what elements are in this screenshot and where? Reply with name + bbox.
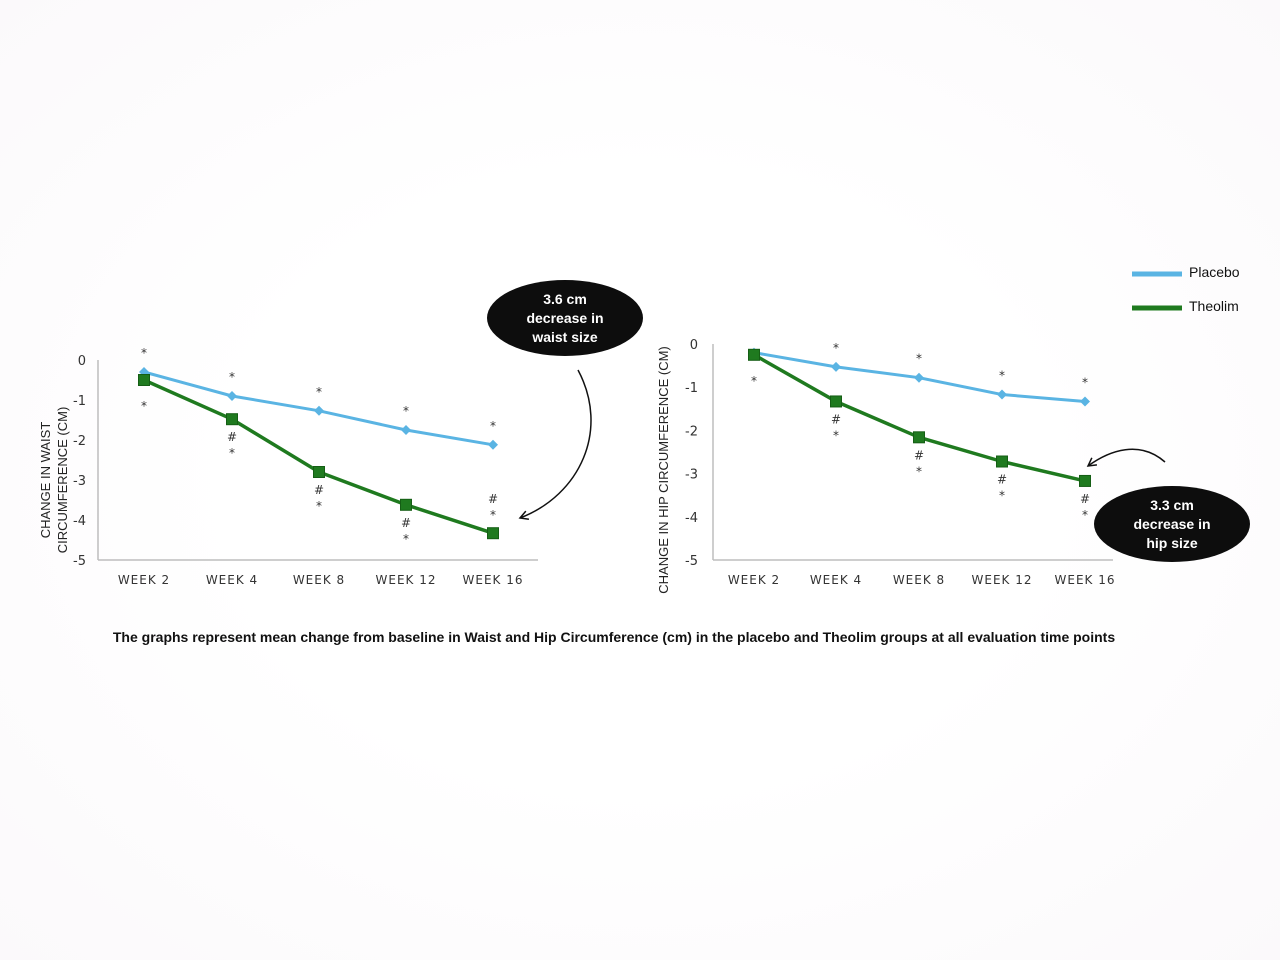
placebo-point bbox=[314, 405, 324, 416]
theolim-significance-mark: # bbox=[488, 492, 498, 506]
placebo-significance-mark: * bbox=[316, 385, 322, 399]
theolim-significance-mark: * bbox=[403, 532, 409, 546]
callout-text: 3.3 cm bbox=[1150, 497, 1194, 513]
placebo-significance-mark: * bbox=[490, 419, 496, 433]
theolim-point bbox=[748, 348, 760, 361]
callout-bubble bbox=[1094, 486, 1250, 562]
figure-caption: The graphs represent mean change from ba… bbox=[113, 629, 1115, 645]
y-tick-label: -2 bbox=[685, 424, 698, 439]
callout-arrow bbox=[519, 369, 592, 519]
theolim-significance-mark: # bbox=[314, 483, 324, 497]
y-tick-label: -3 bbox=[685, 468, 698, 483]
placebo-point bbox=[488, 439, 498, 450]
theolim-significance-mark: * bbox=[141, 399, 147, 413]
theolim-significance-mark: * bbox=[916, 464, 922, 478]
waist-chart: 0 -1 -2 -3 -4 -5 WEEK 2 WEEK 4 WEEK 8 WEEK 12 WEEK… bbox=[38, 280, 643, 587]
theolim-significance-mark: * bbox=[1082, 508, 1088, 522]
arrow-head bbox=[1086, 457, 1098, 467]
y-tick-label: -3 bbox=[73, 474, 86, 489]
placebo-point bbox=[997, 389, 1007, 400]
y-tick-label: 0 bbox=[78, 354, 86, 369]
theolim-significance-mark: * bbox=[490, 508, 496, 522]
placebo-point bbox=[1080, 396, 1090, 407]
x-tick-label: WEEK 8 bbox=[893, 573, 945, 587]
callout-arrow bbox=[1087, 448, 1166, 467]
theolim-significance-mark: # bbox=[997, 473, 1007, 487]
placebo-point bbox=[401, 425, 411, 435]
placebo-point bbox=[831, 361, 841, 372]
placebo-significance-mark: * bbox=[916, 352, 922, 366]
theolim-point bbox=[996, 455, 1008, 468]
theolim-point bbox=[226, 413, 238, 426]
placebo-significance-mark: * bbox=[999, 369, 1005, 383]
theolim-point bbox=[313, 466, 325, 478]
theolim-significance-mark: * bbox=[751, 374, 757, 388]
theolim-point bbox=[1079, 474, 1091, 487]
y-axis-label-line: CIRCUMFERENCE (CM) bbox=[55, 407, 70, 554]
theolim-significance-mark: # bbox=[401, 516, 411, 530]
x-tick-label: WEEK 8 bbox=[293, 573, 345, 587]
callout-bubble bbox=[487, 280, 643, 356]
theolim-significance-mark: * bbox=[229, 446, 235, 460]
legend-placebo-label: Placebo bbox=[1189, 264, 1240, 280]
theolim-significance-mark: * bbox=[316, 499, 322, 513]
placebo-point bbox=[227, 391, 237, 401]
y-tick-label: -5 bbox=[685, 554, 698, 569]
y-axis-label: CHANGE IN WAIST CIRCUMFERENCE (CM) bbox=[38, 407, 70, 554]
legend-theolim-label: Theolim bbox=[1189, 298, 1239, 314]
callout-text: decrease in bbox=[1133, 516, 1210, 532]
theolim-significance-mark: # bbox=[914, 448, 924, 462]
placebo-significance-mark: * bbox=[141, 346, 147, 360]
y-tick-label: -5 bbox=[73, 554, 86, 569]
theolim-significance-mark: # bbox=[1080, 492, 1090, 506]
x-tick-label: WEEK 4 bbox=[810, 573, 862, 587]
legend: Placebo Theolim bbox=[1132, 264, 1240, 314]
placebo-significance-mark: * bbox=[1082, 375, 1088, 389]
theolim-point bbox=[487, 527, 499, 540]
callout-text: hip size bbox=[1146, 535, 1198, 551]
theolim-point bbox=[138, 374, 150, 386]
y-tick-label: -2 bbox=[73, 434, 86, 449]
x-tick-label: WEEK 12 bbox=[376, 573, 437, 587]
y-tick-label: -4 bbox=[73, 514, 86, 529]
theolim-point bbox=[913, 431, 925, 444]
y-axis-label-line: CHANGE IN WAIST bbox=[38, 422, 53, 539]
theolim-significance-mark: # bbox=[227, 430, 237, 444]
theolim-significance-mark: * bbox=[999, 489, 1005, 503]
theolim-significance-mark: * bbox=[833, 428, 839, 442]
hip-chart: 0 -1 -2 -3 -4 -5 WEEK 2 WEEK 4 WEEK 8 WEEK 12 WEEK… bbox=[656, 338, 1250, 594]
callout-text: waist size bbox=[531, 329, 598, 345]
y-tick-label: -4 bbox=[685, 511, 698, 526]
x-tick-label: WEEK 2 bbox=[728, 573, 780, 587]
theolim-point bbox=[830, 395, 842, 408]
callout-text: decrease in bbox=[526, 310, 603, 326]
x-tick-label: WEEK 12 bbox=[972, 573, 1033, 587]
y-axis-label: CHANGE IN HIP CIRCUMFERENCE (CM) bbox=[656, 346, 671, 594]
placebo-significance-mark: * bbox=[833, 341, 839, 355]
x-tick-label: WEEK 16 bbox=[463, 573, 524, 587]
theolim-significance-mark: # bbox=[831, 412, 841, 426]
y-tick-label: 0 bbox=[690, 338, 698, 353]
x-tick-label: WEEK 4 bbox=[206, 573, 258, 587]
placebo-significance-mark: * bbox=[403, 404, 409, 418]
x-tick-label: WEEK 16 bbox=[1055, 573, 1116, 587]
y-tick-label: -1 bbox=[73, 394, 86, 409]
placebo-significance-mark: * bbox=[229, 370, 235, 384]
callout-text: 3.6 cm bbox=[543, 291, 587, 307]
y-tick-label: -1 bbox=[685, 381, 698, 396]
placebo-point bbox=[914, 372, 924, 383]
x-tick-label: WEEK 2 bbox=[118, 573, 170, 587]
theolim-point bbox=[400, 498, 412, 511]
arrow-head bbox=[518, 510, 530, 520]
